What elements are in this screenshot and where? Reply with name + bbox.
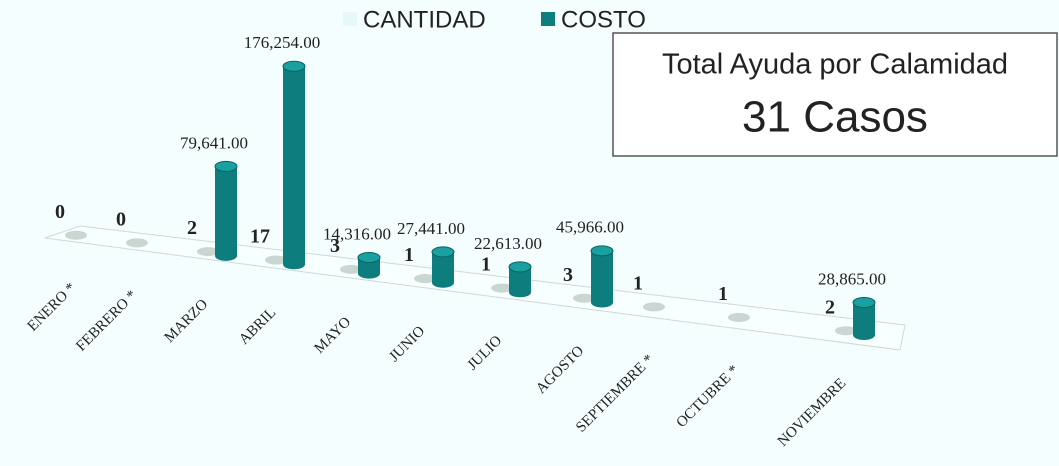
cost-label: 45,966.00 bbox=[556, 218, 624, 237]
legend-label: COSTO bbox=[561, 6, 646, 33]
annotation-text: 31 Casos bbox=[742, 93, 928, 142]
cylinder bbox=[283, 66, 305, 265]
x-tick-label: SEPTIEMBRE * bbox=[573, 352, 657, 436]
cost-label: 28,865.00 bbox=[818, 269, 886, 288]
quantity-label: 1 bbox=[633, 273, 643, 295]
quantity-disc bbox=[643, 302, 665, 312]
cylinder bbox=[509, 266, 531, 293]
x-tick-label: OCTUBRE * bbox=[673, 362, 742, 431]
quantity-label: 1 bbox=[481, 254, 491, 276]
quantity-label: 0 bbox=[116, 208, 126, 230]
legend-swatch bbox=[343, 12, 357, 26]
cylinder bbox=[853, 302, 875, 335]
x-tick-label: ENERO * bbox=[25, 280, 80, 335]
cost-label: 27,441.00 bbox=[397, 219, 465, 238]
cylinder-top bbox=[431, 246, 455, 258]
cylinder bbox=[215, 166, 237, 256]
annotation-box bbox=[612, 32, 1058, 157]
quantity-disc bbox=[65, 230, 87, 240]
cost-label: 22,613.00 bbox=[474, 234, 542, 253]
quantity-disc bbox=[835, 326, 857, 336]
quantity-label: 3 bbox=[563, 264, 573, 286]
quantity-label: 3 bbox=[330, 235, 340, 257]
x-tick-label: NOVIEMBRE bbox=[775, 375, 849, 449]
x-tick-label: FEBRERO * bbox=[73, 288, 140, 355]
quantity-label: 2 bbox=[187, 217, 197, 239]
x-tick-label: JULIO bbox=[464, 333, 505, 374]
quantity-disc bbox=[728, 312, 750, 322]
annotation-title: Total Ayuda por Calamidad bbox=[662, 49, 1008, 81]
quantity-disc bbox=[126, 238, 148, 248]
quantity-label: 17 bbox=[250, 226, 270, 248]
floor bbox=[44, 225, 906, 351]
quantity-label: 1 bbox=[404, 244, 414, 266]
quantity-disc bbox=[491, 283, 513, 293]
cylinder-top bbox=[852, 297, 876, 309]
legend-label: CANTIDAD bbox=[363, 6, 486, 33]
cylinder-top bbox=[214, 160, 238, 172]
quantity-label: 2 bbox=[825, 296, 835, 318]
cylinder-top bbox=[590, 245, 614, 257]
cylinder-top bbox=[357, 252, 381, 264]
cylinder bbox=[591, 250, 613, 303]
quantity-disc bbox=[197, 247, 219, 257]
quantity-label: 1 bbox=[718, 283, 728, 305]
quantity-disc bbox=[414, 274, 436, 284]
x-tick-label: MAYO bbox=[312, 314, 355, 357]
x-tick-label: JUNIO bbox=[386, 323, 428, 365]
x-tick-label: AGOSTO bbox=[533, 343, 587, 397]
legend-swatch bbox=[541, 12, 555, 26]
quantity-disc bbox=[265, 255, 287, 265]
quantity-label: 0 bbox=[55, 201, 65, 223]
cylinder bbox=[432, 251, 454, 283]
x-tick-label: MARZO bbox=[162, 296, 212, 346]
quantity-disc bbox=[340, 264, 362, 274]
cylinder-top bbox=[508, 261, 532, 273]
cost-label: 79,641.00 bbox=[180, 133, 248, 152]
cylinder-top bbox=[282, 60, 306, 72]
cost-label: 176,254.00 bbox=[244, 33, 321, 52]
cost-label: 14,316.00 bbox=[323, 224, 391, 243]
quantity-disc bbox=[573, 293, 595, 303]
x-tick-label: ABRIL bbox=[236, 305, 279, 348]
